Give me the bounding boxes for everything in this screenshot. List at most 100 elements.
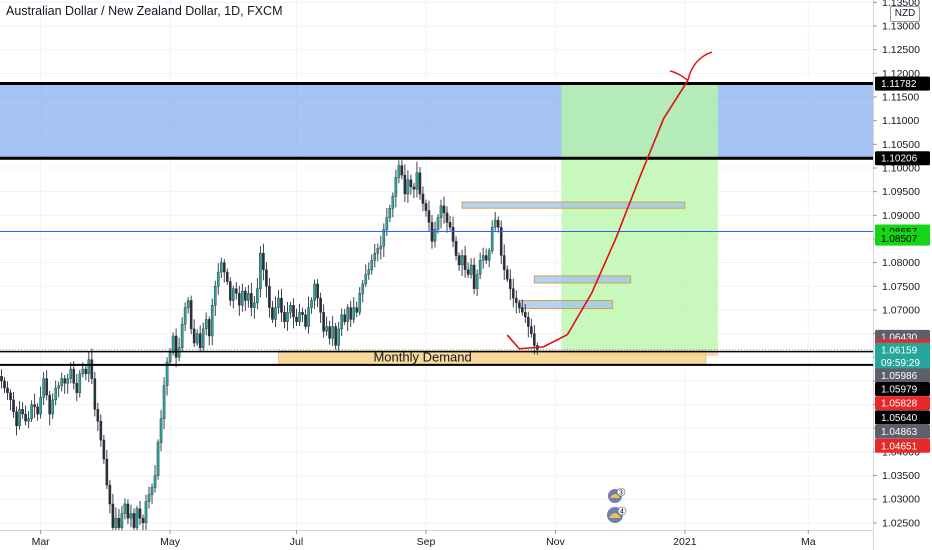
candle-body (517, 302, 521, 308)
candle-body (235, 288, 238, 294)
y-tick-label: 1.13500 (882, 0, 920, 9)
candle-body (256, 288, 259, 304)
supply-zone (0, 83, 873, 159)
candle-body (259, 252, 262, 289)
candle-body (27, 418, 30, 422)
candle-body (325, 326, 328, 332)
candle-body (265, 269, 268, 287)
candle-body (45, 378, 48, 396)
news-event-icon[interactable]: 4 (607, 506, 627, 523)
price-tag-label: 1.04651 (881, 441, 918, 452)
price-tag-label: 1.04863 (881, 427, 918, 438)
candle-body (36, 406, 39, 415)
candle-body (78, 373, 82, 393)
candle-body (84, 368, 88, 375)
svg-text:3: 3 (619, 490, 623, 497)
candle-body (177, 347, 181, 358)
candle-body (63, 378, 67, 384)
price-tag[interactable]: 1.06159 (875, 342, 930, 357)
y-tick-label: 1.07000 (882, 304, 920, 316)
y-tick-label: 1.11500 (882, 92, 919, 104)
candle-body (337, 328, 340, 346)
candle-body (505, 269, 509, 280)
candle-body (120, 513, 124, 528)
candle-body (138, 508, 142, 519)
candle-body (6, 387, 9, 393)
candle-body (340, 314, 343, 330)
order-block (461, 201, 686, 209)
candle-body (213, 286, 217, 306)
candle-body (520, 307, 524, 313)
candle-body (268, 286, 271, 308)
price-tag[interactable]: 1.08507 (875, 231, 930, 246)
candle-body (487, 250, 491, 261)
price-tag[interactable]: 1.04863 (875, 424, 930, 439)
price-tag[interactable]: 1.04651 (875, 438, 930, 453)
event-icons[interactable]: 3 4 (607, 487, 627, 523)
candle-body (159, 418, 163, 443)
candle-body (466, 269, 470, 275)
candle-body (171, 335, 175, 353)
candle-body (247, 293, 250, 301)
candle-body (454, 241, 458, 256)
price-tag[interactable]: 1.05828 (875, 396, 930, 411)
candle-body (201, 328, 205, 349)
candle-body (319, 297, 322, 313)
candle-body (147, 494, 151, 502)
candle-body (448, 222, 452, 228)
price-tag[interactable]: 1.05640 (875, 410, 930, 425)
candle-body (15, 411, 18, 427)
price-tag-label: 1.10206 (881, 154, 918, 165)
candle-body (457, 255, 461, 266)
candle-body (207, 319, 211, 337)
currency-badge[interactable]: NZD (890, 6, 920, 22)
price-tag-bg (875, 381, 930, 396)
x-tick-label: May (160, 536, 181, 548)
candle-body (527, 316, 530, 327)
candle-body (129, 513, 133, 519)
price-axis[interactable]: 1.025001.030001.035001.040001.045001.050… (873, 0, 932, 550)
candle-body (75, 383, 79, 393)
candle-body (51, 399, 54, 415)
candle-body (156, 442, 160, 476)
price-tag[interactable]: 1.10206 (875, 151, 930, 166)
price-tag-bg (875, 76, 930, 91)
candle-body (33, 404, 36, 408)
candle-body (379, 245, 383, 249)
candle-body (307, 307, 310, 327)
order-block (533, 275, 632, 284)
price-tag-label: 1.06430 (881, 332, 918, 343)
candle-body (439, 205, 443, 218)
candle-body (60, 378, 64, 386)
price-tag-bg (875, 342, 930, 357)
candle-body (400, 165, 404, 176)
y-tick-label: 1.09000 (882, 210, 920, 222)
time-axis[interactable]: Mar May Jul Sep Nov 2021 Ma (0, 530, 873, 550)
candle-body (66, 378, 70, 384)
y-tick-label: 1.11000 (882, 115, 919, 127)
candle-body (424, 203, 428, 211)
candle-body (514, 297, 518, 304)
candle-body (135, 508, 139, 528)
candle-body (114, 517, 118, 528)
candle-body (530, 326, 533, 334)
y-tick-label: 1.10500 (882, 139, 920, 151)
candle-body (108, 484, 112, 505)
candle-body (174, 335, 178, 358)
candle-body (313, 283, 316, 301)
candle-body (57, 385, 61, 389)
price-tag-bg (875, 151, 930, 166)
candle-body (168, 352, 172, 363)
candle-body (42, 378, 45, 398)
candle-body (132, 513, 136, 528)
price-tag[interactable]: 1.05986 (875, 368, 930, 383)
price-tag[interactable]: 1.05979 (875, 381, 930, 396)
candle-body (533, 333, 536, 346)
price-tag[interactable]: 1.11782 (875, 76, 930, 91)
price-tag[interactable]: 09:59:29 (875, 355, 930, 370)
candle-body (3, 380, 6, 389)
candle-body (81, 368, 85, 375)
news-event-icon[interactable]: 3 (608, 487, 626, 503)
candle-body (460, 255, 464, 266)
